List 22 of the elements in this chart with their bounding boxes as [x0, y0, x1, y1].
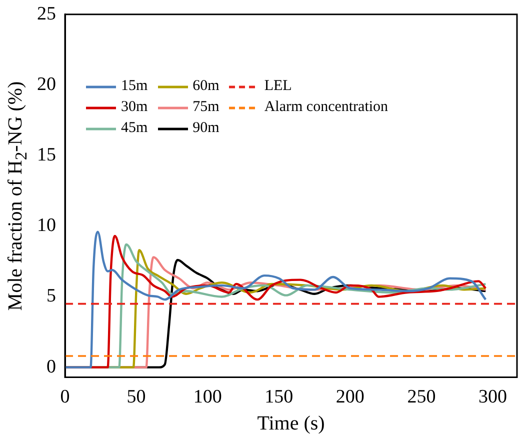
- legend-label: 15m: [121, 78, 148, 95]
- legend-label: 60m: [192, 78, 220, 95]
- legend-label: 75m: [192, 99, 220, 116]
- legend-label: 90m: [192, 120, 220, 137]
- legend-label: LEL: [264, 78, 292, 95]
- x-tick-label: 50: [126, 386, 146, 408]
- x-tick-label: 200: [336, 386, 364, 408]
- y-tick-label: 5: [46, 286, 56, 307]
- legend-label: Alarm concentration: [264, 99, 388, 116]
- x-tick-label: 100: [193, 386, 222, 408]
- legend-label: 45m: [121, 120, 148, 137]
- x-axis-title: Time (s): [257, 412, 325, 434]
- x-tick-label: 150: [264, 386, 294, 408]
- y-tick-label: 0: [46, 356, 56, 378]
- y-tick-label: 25: [37, 3, 56, 24]
- legend-label: 30m: [121, 99, 148, 116]
- x-tick-label: 250: [407, 386, 436, 408]
- y-tick-label: 10: [37, 215, 56, 236]
- y-tick-label: 20: [37, 74, 56, 95]
- y-tick-label: 15: [37, 144, 56, 166]
- x-tick-label: 300: [478, 386, 508, 408]
- x-tick-label: 0: [60, 386, 70, 408]
